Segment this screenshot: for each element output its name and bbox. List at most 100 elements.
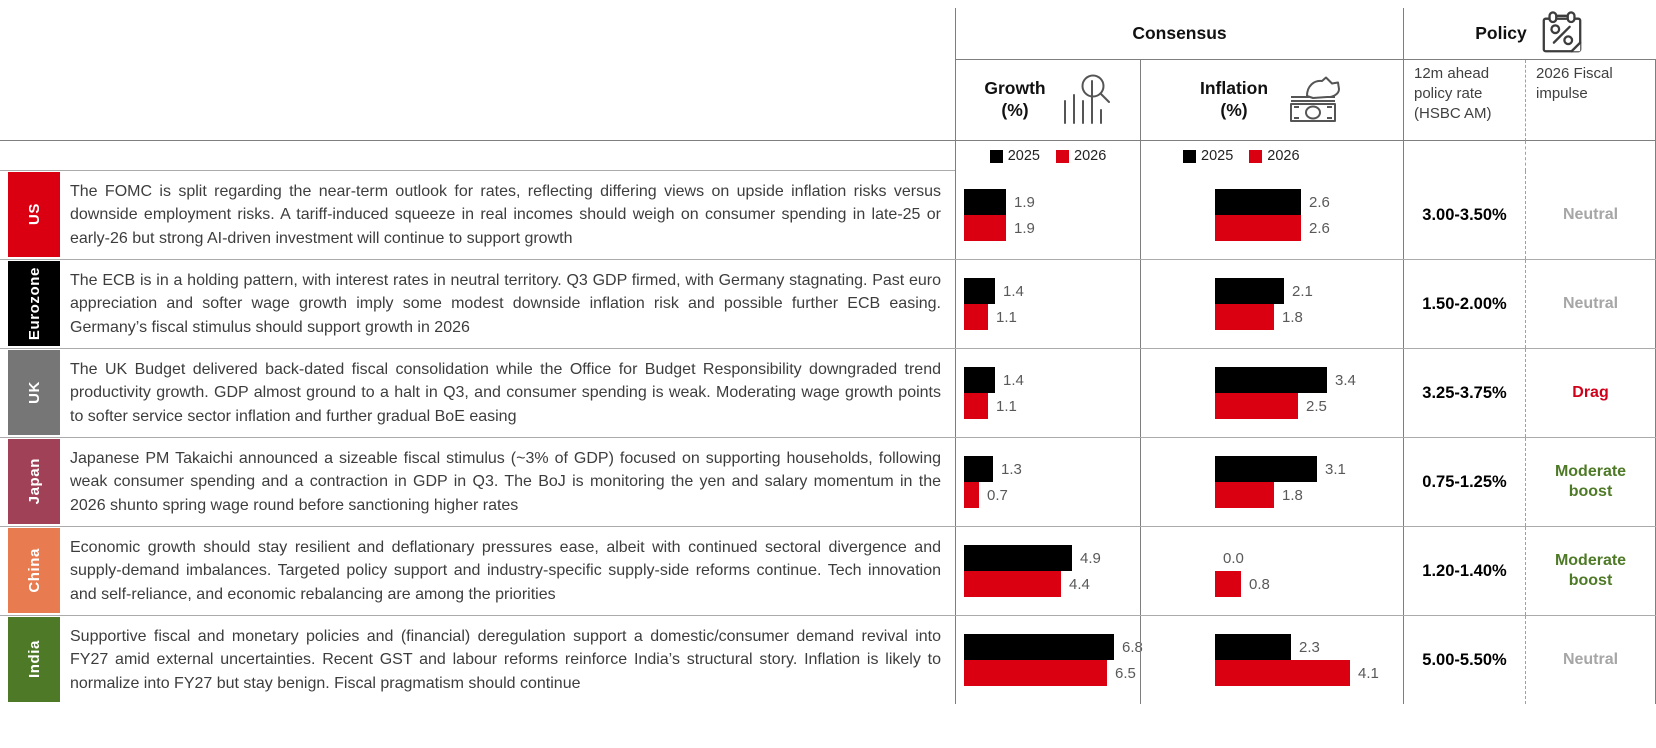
region-label: Eurozone	[8, 261, 60, 346]
inflation-bar-chart: 2.3 4.1	[1140, 616, 1403, 704]
growth-2025-value: 4.9	[1080, 549, 1101, 567]
policy-rate-cell: 1.50-2.00%	[1403, 260, 1525, 348]
inflation-2025-bar	[1215, 456, 1317, 482]
growth-2026-value: 1.9	[1014, 219, 1035, 237]
fiscal-impulse-value: Neutral	[1562, 206, 1619, 223]
inflation-bar-chart: 2.6 2.6	[1140, 171, 1403, 259]
region-name: Japan	[25, 458, 43, 505]
region-commentary-cell: Economic growth should stay resilient an…	[60, 527, 955, 615]
table-row: Japan Japanese PM Takaichi announced a s…	[0, 437, 1656, 526]
policy-label: Policy	[1475, 23, 1527, 43]
region-label: UK	[8, 350, 60, 435]
growth-2025-bar	[964, 189, 1006, 215]
table-row: UK The UK Budget delivered back-dated fi…	[0, 348, 1656, 437]
calendar-percent-icon	[1539, 10, 1585, 57]
inflation-2026-value: 0.8	[1249, 575, 1270, 593]
policy-rate-column-header: 12m ahead policy rate (HSBC AM)	[1403, 60, 1525, 141]
legend-entry-2025: 2025	[989, 148, 1040, 164]
table-row: China Economic growth should stay resili…	[0, 526, 1656, 615]
inflation-2025-bar	[1215, 634, 1291, 660]
inflation-2026-value: 2.6	[1309, 219, 1330, 237]
region-label: India	[8, 617, 60, 702]
inflation-2025-value: 2.6	[1309, 193, 1330, 211]
growth-2026-value: 4.4	[1069, 575, 1090, 593]
region-commentary-text: The UK Budget delivered back-dated fisca…	[70, 361, 941, 425]
growth-bar-chart: 4.9 4.4	[955, 527, 1140, 615]
inflation-2026-value: 2.5	[1306, 397, 1327, 415]
inflation-2026-bar	[1215, 571, 1241, 597]
table-row: US The FOMC is split regarding the near-…	[0, 171, 1656, 259]
inflation-legend: 2025 2026	[1140, 141, 1403, 171]
growth-2025-value: 1.9	[1014, 193, 1035, 211]
policy-group-header: Policy	[1403, 8, 1656, 60]
region-commentary-text: The FOMC is split regarding the near-ter…	[70, 183, 941, 247]
policy-rate-cell: 0.75-1.25%	[1403, 438, 1525, 526]
growth-2025-value: 1.3	[1001, 460, 1022, 478]
region-name: China	[25, 548, 43, 593]
region-label: US	[8, 172, 60, 257]
inflation-2026-bar	[1215, 215, 1301, 241]
legend-swatch-2026	[1249, 149, 1263, 163]
growth-bar-chart: 1.4 1.1	[955, 349, 1140, 437]
inflation-2025-value: 3.1	[1325, 460, 1346, 478]
growth-2026-value: 1.1	[996, 397, 1017, 415]
growth-2025-bar	[964, 545, 1072, 571]
growth-column-header: Growth (%)	[955, 60, 1140, 141]
growth-2026-bar	[964, 393, 988, 419]
growth-2025-bar	[964, 456, 993, 482]
fiscal-impulse-cell: Neutral	[1525, 171, 1656, 259]
growth-bar-chart: 1.9 1.9	[955, 171, 1140, 259]
region-commentary-cell: The UK Budget delivered back-dated fisca…	[60, 349, 955, 437]
growth-2026-bar	[964, 215, 1006, 241]
inflation-bar-chart: 0.0 0.8	[1140, 527, 1403, 615]
fiscal-impulse-cell: Moderate boost	[1525, 527, 1656, 615]
inflation-2026-bar	[1215, 304, 1274, 330]
group-header-row: Consensus Policy	[0, 8, 1656, 60]
inflation-2025-value: 3.4	[1335, 371, 1356, 389]
legend-entry-2026: 2026	[1249, 148, 1300, 164]
hand-inserting-money-icon	[1282, 76, 1344, 124]
region-commentary-cell: Japanese PM Takaichi announced a sizeabl…	[60, 438, 955, 526]
growth-2026-bar	[964, 571, 1061, 597]
growth-bar-chart: 1.3 0.7	[955, 438, 1140, 526]
column-header-row: Growth (%) Inflation (%)	[0, 60, 1656, 141]
table-body: US The FOMC is split regarding the near-…	[0, 171, 1656, 704]
economic-outlook-table: Consensus Policy	[0, 8, 1656, 704]
growth-2026-value: 1.1	[996, 308, 1017, 326]
fiscal-impulse-value: Neutral	[1562, 295, 1619, 312]
fiscal-impulse-value: Drag	[1572, 384, 1609, 401]
growth-header-label: Growth (%)	[984, 78, 1046, 120]
region-commentary-text: Economic growth should stay resilient an…	[70, 539, 941, 603]
inflation-2026-value: 4.1	[1358, 664, 1379, 682]
growth-2026-value: 6.5	[1115, 664, 1136, 682]
growth-2026-value: 0.7	[987, 486, 1008, 504]
inflation-2025-value: 2.1	[1292, 282, 1313, 300]
region-commentary-cell: The ECB is in a holding pattern, with in…	[60, 260, 955, 348]
region-commentary-cell: The FOMC is split regarding the near-ter…	[60, 171, 955, 259]
growth-bar-chart: 6.8 6.5	[955, 616, 1143, 704]
fiscal-impulse-value: Moderate boost	[1554, 552, 1627, 589]
growth-bar-chart: 1.4 1.1	[955, 260, 1140, 348]
policy-rate-value: 5.00-5.50%	[1422, 650, 1507, 669]
inflation-bar-chart: 3.4 2.5	[1140, 349, 1403, 437]
inflation-2026-value: 1.8	[1282, 486, 1303, 504]
legend-entry-2025: 2025	[1183, 148, 1233, 164]
inflation-column-header: Inflation (%)	[1140, 60, 1403, 141]
inflation-2026-bar	[1215, 482, 1274, 508]
inflation-2026-bar	[1215, 660, 1350, 686]
legend-entry-2026: 2026	[1056, 148, 1106, 164]
policy-rate-cell: 1.20-1.40%	[1403, 527, 1525, 615]
policy-rate-value: 1.50-2.00%	[1422, 294, 1507, 313]
region-name: India	[25, 640, 43, 679]
inflation-2025-value: 0.0	[1223, 549, 1244, 567]
inflation-2026-value: 1.8	[1282, 308, 1303, 326]
legend-label-2025: 2025	[1007, 148, 1040, 164]
policy-rate-value: 3.00-3.50%	[1422, 205, 1507, 224]
region-label: Japan	[8, 439, 60, 524]
growth-2025-value: 1.4	[1003, 282, 1024, 300]
inflation-2025-bar	[1215, 367, 1327, 393]
fiscal-impulse-cell: Neutral	[1525, 616, 1656, 704]
inflation-2025-value: 2.3	[1299, 638, 1320, 656]
region-commentary-cell: Supportive fiscal and monetary policies …	[60, 616, 955, 704]
inflation-bar-chart: 2.1 1.8	[1140, 260, 1403, 348]
